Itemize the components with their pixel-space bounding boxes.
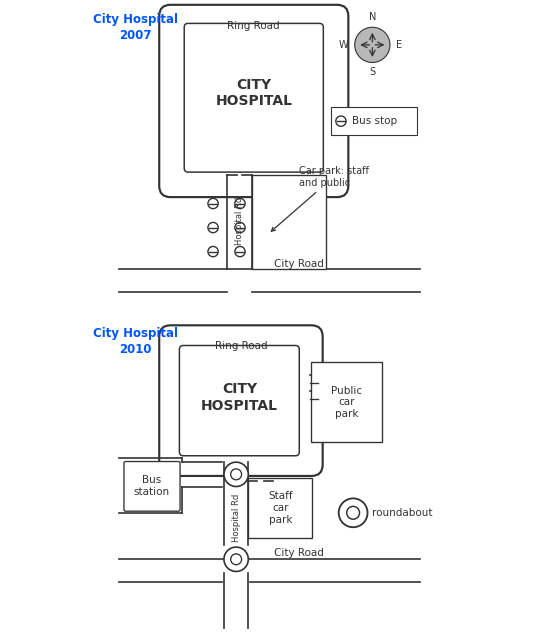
Text: Hospital Rd: Hospital Rd (235, 197, 244, 246)
Circle shape (208, 246, 218, 256)
Text: Car park: staff
and public: Car park: staff and public (271, 166, 369, 231)
Text: City Road: City Road (274, 258, 324, 269)
Text: roundabout: roundabout (372, 508, 433, 518)
Text: Public
car
park: Public car park (331, 386, 363, 419)
Circle shape (235, 246, 245, 256)
FancyBboxPatch shape (159, 325, 323, 476)
Circle shape (336, 116, 346, 126)
Circle shape (347, 506, 359, 519)
Bar (248, 478, 312, 538)
Circle shape (208, 199, 218, 209)
Text: Staff
car
park: Staff car park (268, 492, 293, 524)
Text: City Road: City Road (274, 548, 324, 558)
Bar (252, 174, 326, 269)
FancyBboxPatch shape (159, 4, 348, 197)
Circle shape (231, 469, 241, 479)
Text: Ring Road: Ring Road (228, 21, 280, 31)
Text: Ring Road: Ring Road (215, 341, 267, 351)
Circle shape (235, 222, 245, 233)
Circle shape (224, 547, 248, 572)
Text: Bus stop: Bus stop (352, 116, 397, 126)
Bar (331, 108, 417, 135)
FancyBboxPatch shape (124, 462, 180, 512)
Circle shape (224, 462, 248, 487)
FancyBboxPatch shape (180, 345, 299, 456)
Text: Hospital Rd: Hospital Rd (232, 494, 241, 542)
Text: S: S (369, 67, 376, 78)
Circle shape (235, 199, 245, 209)
Text: City Hospital
2010: City Hospital 2010 (93, 327, 177, 356)
Circle shape (339, 499, 367, 527)
Text: N: N (369, 12, 376, 22)
Text: City Hospital
2007: City Hospital 2007 (93, 13, 177, 42)
Circle shape (355, 27, 390, 62)
Circle shape (231, 554, 241, 565)
Text: E: E (396, 40, 402, 50)
FancyBboxPatch shape (184, 23, 323, 172)
Text: CITY
HOSPITAL: CITY HOSPITAL (215, 78, 292, 108)
Circle shape (208, 222, 218, 233)
Bar (311, 362, 382, 442)
Text: W: W (339, 40, 348, 50)
Text: CITY
HOSPITAL: CITY HOSPITAL (201, 382, 278, 413)
Text: Bus
station: Bus station (134, 476, 170, 497)
